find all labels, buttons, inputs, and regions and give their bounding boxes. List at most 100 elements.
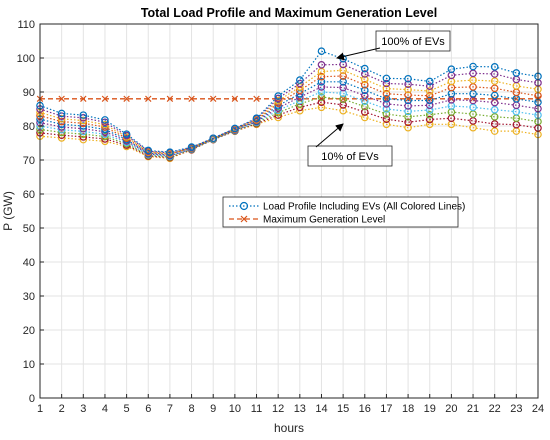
y-tick-label: 60: [23, 189, 35, 201]
data-point: [382, 95, 391, 103]
data-point: [166, 148, 174, 156]
annotation-1: 100% of EVs: [336, 30, 451, 61]
data-point: [360, 86, 369, 95]
data-point: [57, 115, 66, 123]
x-tick-label: 20: [445, 403, 457, 415]
data-point: [425, 120, 434, 129]
data-point: [360, 97, 369, 105]
data-point: [101, 137, 109, 146]
data-point: [382, 105, 391, 113]
data-point: [404, 74, 412, 83]
y-tick-label: 20: [23, 325, 35, 337]
data-point: [339, 66, 347, 75]
data-point: [360, 75, 369, 84]
data-point: [296, 76, 304, 84]
y-axis-label: P (GW): [1, 191, 15, 231]
data-point: [274, 111, 282, 119]
max-generation-marker: [231, 95, 239, 103]
data-point: [490, 113, 499, 121]
data-point: [317, 72, 326, 81]
series-10: [36, 47, 542, 156]
data-point: [101, 116, 109, 124]
data-point: [317, 47, 326, 56]
data-point: [404, 96, 412, 105]
data-point: [425, 82, 434, 91]
data-point: [425, 91, 434, 100]
data-point: [425, 106, 434, 114]
x-tick-label: 14: [315, 403, 327, 415]
data-point: [79, 116, 88, 125]
data-point: [339, 83, 347, 92]
data-point: [122, 130, 131, 138]
data-point: [382, 84, 391, 93]
legend-entry-2: Maximum Generation Level: [229, 215, 385, 226]
y-tick-label: 10: [23, 359, 35, 371]
x-tick-label: 8: [189, 403, 195, 415]
y-tick-label: 80: [23, 121, 35, 133]
data-point: [382, 120, 391, 129]
data-point: [101, 125, 109, 134]
max-generation-marker: [80, 95, 87, 103]
data-point: [274, 101, 282, 110]
data-point: [490, 91, 499, 100]
data-point: [425, 110, 434, 119]
legend-label: Load Profile Including EVs (All Colored …: [263, 202, 465, 213]
data-point: [404, 118, 412, 127]
series-line: [39, 106, 539, 159]
data-point: [339, 78, 347, 86]
data-point: [339, 72, 347, 80]
data-point: [404, 85, 412, 94]
max-generation-marker: [101, 95, 109, 103]
data-point: [339, 89, 347, 98]
data-point: [79, 133, 88, 141]
x-tick-label: 1: [37, 403, 43, 415]
data-point: [274, 113, 282, 122]
max-generation-marker: [166, 95, 174, 103]
legend-marker: [239, 201, 249, 211]
annotations: 100% of EVs 10% of EVs: [307, 30, 451, 167]
x-tick-label: 19: [424, 403, 436, 415]
annotation-box: [307, 145, 393, 167]
data-point: [101, 130, 109, 138]
max-generation-marker: [188, 95, 195, 103]
data-point: [404, 113, 412, 121]
x-tick-label: 21: [467, 403, 479, 415]
series-line: [39, 50, 539, 153]
legend-box: [222, 196, 459, 228]
x-tick-label: 11: [251, 403, 262, 415]
data-point: [274, 94, 282, 103]
data-point: [382, 110, 391, 118]
x-tick-label: 17: [380, 403, 392, 415]
x-tick-label: 22: [489, 403, 501, 415]
data-point: [252, 114, 261, 122]
plot-frame: [39, 23, 539, 399]
legend: Load Profile Including EVs (All Colored …: [222, 196, 465, 228]
annotation-box: [375, 30, 451, 52]
data-point: [79, 127, 88, 136]
data-point: [490, 105, 499, 114]
data-point: [317, 78, 326, 86]
data-point: [360, 102, 369, 111]
data-point: [57, 112, 66, 120]
data-point: [317, 83, 326, 91]
data-point: [490, 63, 499, 71]
data-point: [144, 146, 153, 155]
data-point: [490, 127, 499, 135]
data-point: [360, 108, 369, 116]
y-tick-label: 50: [23, 223, 35, 235]
legend-label: Maximum Generation Level: [263, 215, 385, 226]
data-point: [339, 106, 347, 115]
data-point: [382, 79, 391, 88]
data-point: [274, 106, 282, 115]
data-point: [187, 143, 196, 151]
x-tick-label: 24: [532, 403, 544, 415]
data-point: [79, 119, 88, 128]
data-point: [339, 101, 347, 109]
x-axis-ticks: 1 2 3 4 5 6 7 8 9 10 11 12 13 14 15 16 17 18 19 20 21 22 23 24: [37, 394, 544, 415]
data-point: [490, 98, 499, 107]
data-point: [425, 101, 434, 110]
data-point: [447, 65, 456, 74]
data-point: [490, 120, 499, 128]
data-point: [490, 70, 499, 78]
